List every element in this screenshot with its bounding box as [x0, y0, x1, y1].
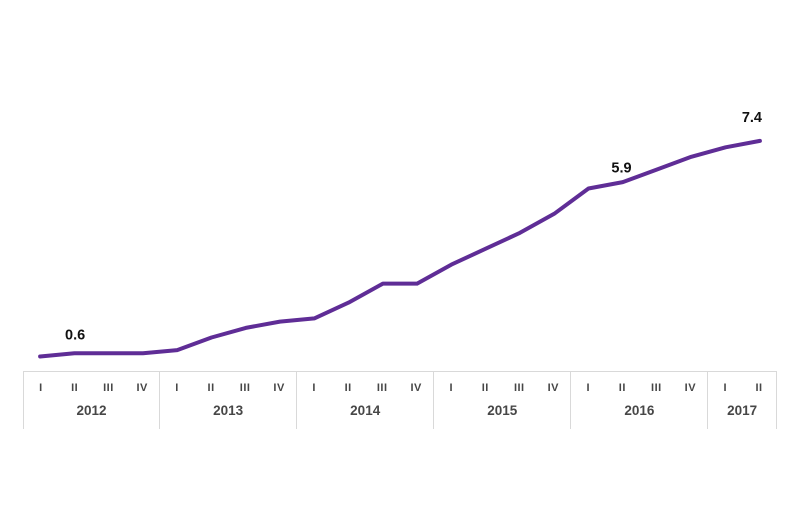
axis-year-label: 2015	[487, 402, 518, 418]
axis-year-group-2016: I II III IV 2016	[571, 372, 709, 429]
axis-quarter-label: II	[755, 382, 763, 395]
axis-quarter-label: I	[39, 382, 43, 395]
axis-year-label: 2012	[76, 402, 107, 418]
axis-year-group-2017: I II 2017	[708, 372, 777, 429]
axis-quarter-label: II	[207, 382, 215, 395]
x-axis: I II III IV 2012 I II III IV 2013 I II III IV 2014 I II I…	[23, 371, 777, 429]
axis-quarter-label: I	[312, 382, 316, 395]
quarter-row: I II III IV	[160, 372, 296, 399]
axis-quarter-label: II	[344, 382, 352, 395]
axis-quarter-label: I	[175, 382, 179, 395]
axis-year-group-2015: I II III IV 2015	[434, 372, 572, 429]
axis-quarter-label: I	[723, 382, 728, 395]
axis-year-label: 2017	[727, 402, 758, 418]
axis-quarter-label: IV	[410, 382, 422, 395]
axis-quarter-label: I	[449, 382, 454, 395]
axis-year-label: 2014	[350, 402, 381, 418]
series-line	[38, 138, 762, 359]
axis-quarter-label: I	[586, 382, 591, 395]
quarter-row: I II III IV	[297, 372, 433, 399]
axis-quarter-label: III	[651, 382, 662, 395]
quarter-row: I II III IV	[434, 372, 570, 399]
axis-quarter-label: IV	[547, 382, 559, 395]
axis-quarter-label: II	[481, 382, 489, 395]
axis-quarter-label: III	[513, 382, 525, 395]
axis-quarter-label: III	[103, 382, 114, 395]
axis-quarter-label: IV	[273, 382, 285, 395]
axis-quarter-label: IV	[684, 382, 697, 395]
axis-year-group-2012: I II III IV 2012	[23, 372, 161, 429]
axis-quarter-label: III	[239, 382, 251, 395]
point-label-7.4: 7.4	[742, 110, 762, 126]
axis-year-group-2014: I II III IV 2014	[297, 372, 435, 429]
point-label-0.6: 0.6	[65, 328, 85, 344]
axis-year-label: 2016	[624, 402, 655, 418]
axis-quarter-label: II	[71, 382, 79, 395]
point-label-5.9: 5.9	[611, 161, 631, 177]
axis-year-label: 2013	[213, 402, 244, 418]
quarter-row: I II III IV	[571, 372, 707, 399]
axis-quarter-label: III	[376, 382, 388, 395]
point-labels-group: 0.6 5.9 7.4	[65, 110, 762, 344]
axis-quarter-label: II	[618, 382, 626, 395]
axis-quarter-label: IV	[136, 382, 148, 395]
quarter-row: I II III IV	[24, 372, 159, 399]
quarter-row: I II	[708, 372, 776, 399]
axis-year-group-2013: I II III IV 2013	[160, 372, 298, 429]
